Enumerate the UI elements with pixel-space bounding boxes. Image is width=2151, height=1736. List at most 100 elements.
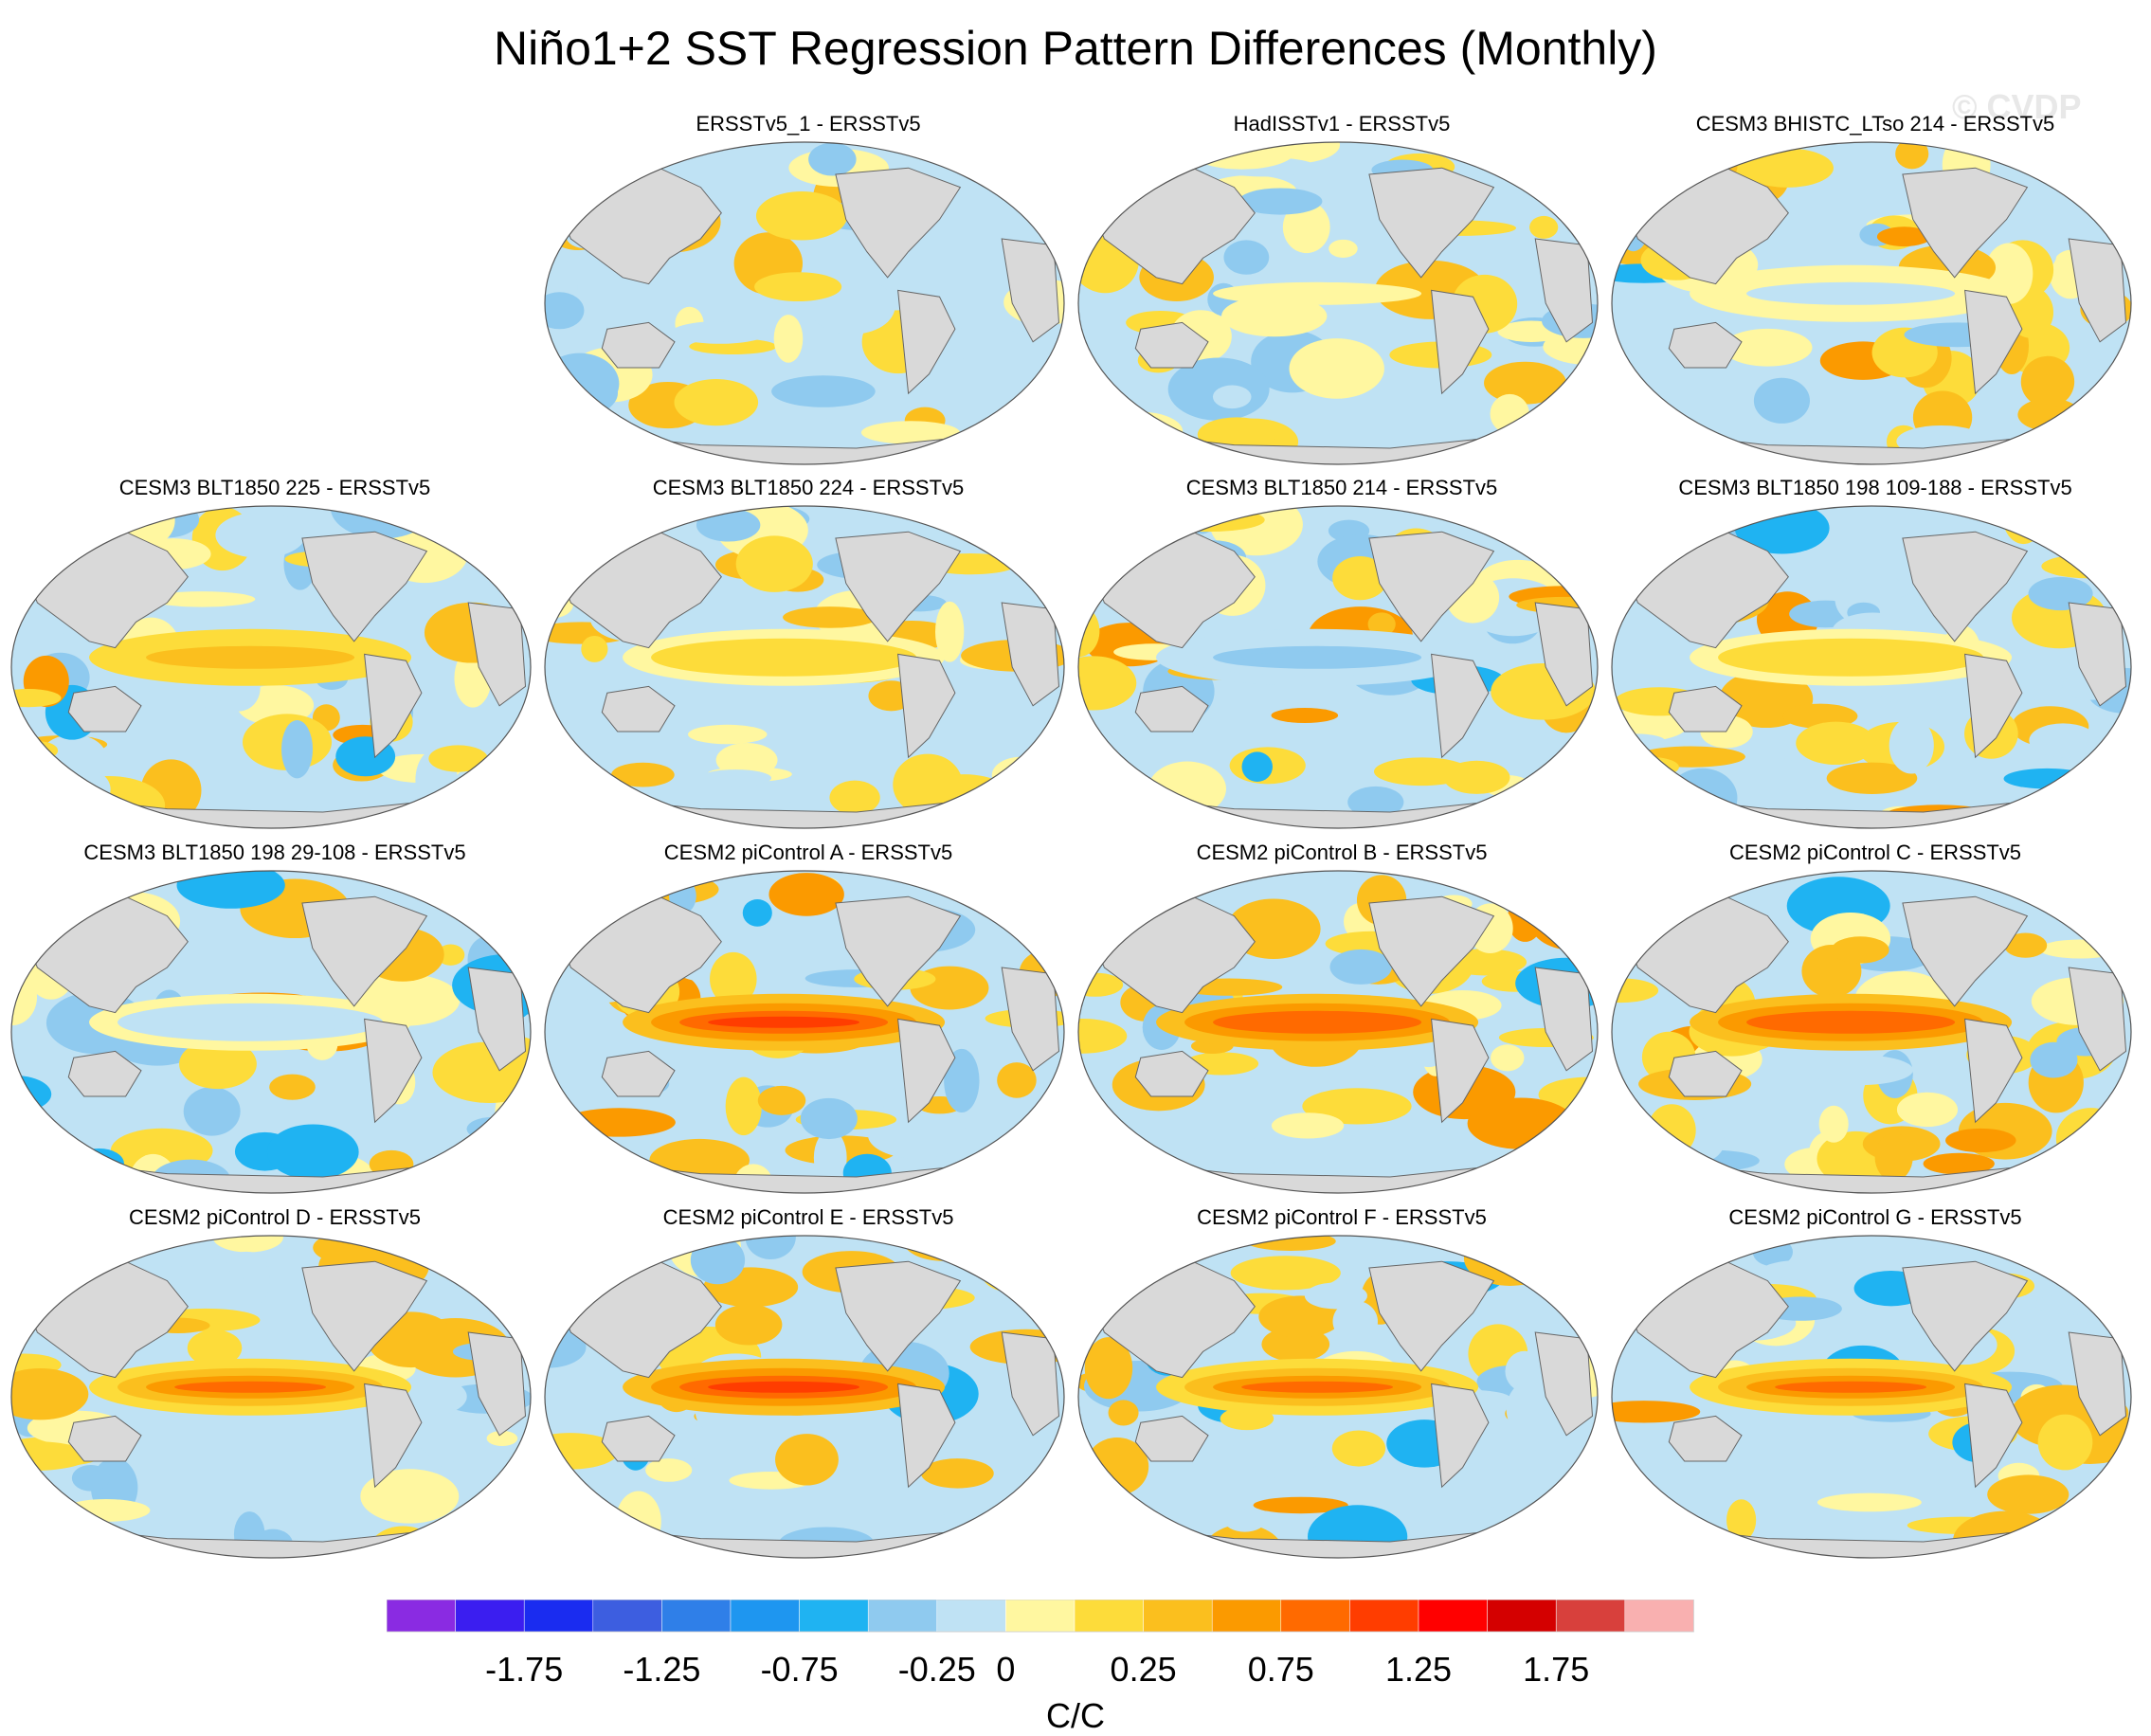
anomaly-blob <box>1896 1092 1959 1128</box>
anomaly-blob <box>1212 385 1252 409</box>
anomaly-blob <box>1726 1499 1757 1542</box>
anomaly-blob <box>755 191 848 241</box>
anomaly-blob <box>556 142 593 174</box>
anomaly-blob <box>1468 1505 1559 1532</box>
land-mask <box>601 685 676 732</box>
anomaly-blob <box>1094 761 1124 789</box>
anomaly-blob <box>65 785 98 808</box>
map-panel: CESM3 BLT1850 214 - ERSSTv5 <box>1076 476 1607 836</box>
land-mask <box>364 1018 423 1124</box>
colorbar-box <box>867 1600 938 1633</box>
land-mask <box>1668 321 1743 369</box>
anomaly-blob <box>1008 506 1064 528</box>
anomaly-blob <box>829 780 880 815</box>
anomaly-blob <box>1529 215 1559 239</box>
anomaly-blob <box>545 1144 618 1185</box>
anomaly-blob <box>1467 1097 1575 1149</box>
anomaly-blob <box>893 753 963 816</box>
anomaly-blob <box>1532 871 1584 897</box>
colorbar-box <box>1487 1600 1557 1633</box>
land-mask <box>601 1415 676 1462</box>
anomaly-blob <box>1332 1300 1378 1343</box>
anomaly-blob <box>773 315 804 363</box>
land-mask <box>1668 685 1743 732</box>
anomaly-blob <box>932 1510 1019 1535</box>
anomaly-blob <box>768 873 844 916</box>
colorbar-box <box>387 1600 456 1633</box>
anomaly-blob <box>735 535 813 592</box>
land-mask <box>1134 321 1209 369</box>
equatorial-tongue <box>174 1016 327 1028</box>
colorbar-box <box>1624 1600 1694 1633</box>
land-mask <box>2068 238 2127 343</box>
anomaly-blob <box>1547 436 1585 464</box>
land-mask <box>1001 238 1060 343</box>
land-mask <box>1431 1383 1490 1489</box>
map-panels-grid: ERSSTv5_1 - ERSSTv5 HadISSTv1 - ERSSTv5 CE… <box>10 112 2132 1559</box>
land-mask <box>1534 1331 1594 1437</box>
panel-title: CESM3 BLT1850 198 29-108 - ERSSTv5 <box>83 841 466 864</box>
panel-title: HadISSTv1 - ERSSTv5 <box>1233 112 1451 136</box>
anomaly-blob <box>674 379 759 426</box>
anomaly-blob <box>578 1236 610 1280</box>
anomaly-blob <box>1443 760 1510 794</box>
anomaly-blob <box>860 421 960 444</box>
anomaly-blob <box>1221 295 1328 337</box>
anomaly-blob <box>1095 410 1144 464</box>
anomaly-blob <box>1271 1112 1345 1139</box>
anomaly-blob <box>771 375 876 407</box>
anomaly-blob <box>1818 1105 1849 1143</box>
anomaly-blob <box>280 719 314 779</box>
anomaly-blob <box>1484 361 1566 405</box>
equatorial-tongue <box>1775 651 1927 663</box>
anomaly-blob <box>1612 1401 1701 1423</box>
land-mask <box>467 1331 527 1437</box>
anomaly-blob <box>554 1536 665 1558</box>
anomaly-blob <box>934 601 965 662</box>
anomaly-blob <box>2105 1103 2131 1150</box>
land-mask <box>1134 1415 1209 1462</box>
panel-title: CESM2 piControl A - ERSSTv5 <box>663 841 953 864</box>
equatorial-tongue <box>1241 1381 1394 1393</box>
anomaly-blob <box>645 1458 693 1482</box>
anomaly-blob <box>1016 430 1057 464</box>
anomaly-blob <box>1230 1256 1341 1291</box>
land-mask <box>1964 289 2023 395</box>
anomaly-blob <box>1329 949 1392 985</box>
anomaly-blob <box>1233 1413 1328 1478</box>
land-mask <box>1134 1050 1209 1097</box>
anomaly-blob <box>1923 1152 1995 1175</box>
anomaly-blob <box>1616 437 1660 464</box>
anomaly-blob <box>1753 377 1811 424</box>
panel-title: CESM3 BLT1850 225 - ERSSTv5 <box>118 476 431 499</box>
colorbar-box <box>1555 1600 1626 1633</box>
anomaly-blob <box>781 696 828 717</box>
anomaly-blob <box>714 1304 783 1346</box>
anomaly-blob <box>2030 1041 2078 1078</box>
land-mask <box>2068 967 2127 1072</box>
anomaly-blob <box>2037 1414 2093 1471</box>
map-border <box>10 505 532 829</box>
anomaly-blob <box>725 1076 762 1136</box>
equatorial-tongue <box>174 1381 327 1393</box>
anomaly-blob <box>72 871 136 889</box>
regression-map <box>544 870 1065 1194</box>
regression-map <box>1077 141 1599 465</box>
anomaly-blob <box>1332 555 1388 601</box>
anomaly-blob <box>1512 1534 1598 1558</box>
anomaly-blob <box>148 591 256 607</box>
anomaly-blob <box>997 1062 1037 1098</box>
anomaly-blob <box>266 1124 359 1180</box>
anomaly-blob <box>131 1241 219 1267</box>
anomaly-blob <box>1490 393 1529 434</box>
land-mask <box>1001 967 1060 1072</box>
equatorial-tongue <box>1241 1016 1394 1028</box>
anomaly-blob <box>11 1367 89 1420</box>
anomaly-blob <box>445 1531 531 1558</box>
anomaly-blob <box>1647 1104 1696 1157</box>
anomaly-blob <box>31 1540 60 1558</box>
colorbar-box <box>523 1600 594 1633</box>
equatorial-tongue <box>708 1016 860 1028</box>
anomaly-blob <box>952 1154 1057 1193</box>
land-mask <box>1368 1260 1495 1372</box>
